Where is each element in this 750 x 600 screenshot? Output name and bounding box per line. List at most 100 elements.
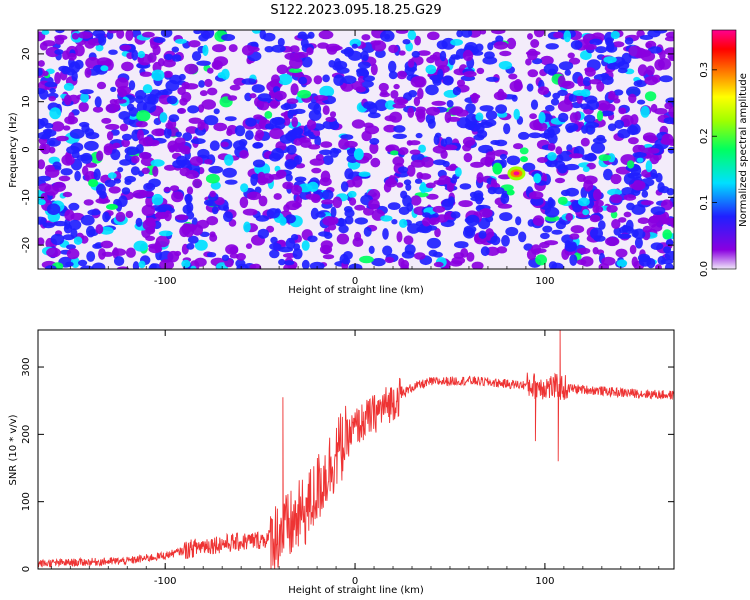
spectrogram-cell — [115, 211, 126, 222]
spectrogram-cell — [399, 218, 408, 228]
spectrogram-cell — [595, 46, 608, 54]
spectrogram-cell — [169, 185, 180, 192]
spectrogram-cell — [132, 189, 147, 199]
spectrogram-cell — [80, 152, 93, 164]
spectrogram-cell — [286, 144, 297, 155]
spectrogram-cell — [666, 139, 674, 146]
spectrogram-cell — [115, 199, 123, 212]
spectrogram-cell — [68, 202, 80, 211]
spectrogram-cell — [428, 217, 440, 225]
spectrogram-cell — [463, 225, 477, 234]
spectrogram-cell — [185, 170, 199, 179]
spectrogram-cell — [194, 257, 207, 267]
spectrogram-cell — [485, 76, 499, 82]
spectrogram-y-tick-label: -20 — [21, 237, 32, 253]
snr-x-tick-label: 0 — [352, 576, 358, 587]
spectrogram-cell — [292, 248, 303, 260]
spectrogram-cell — [242, 208, 258, 216]
spectrogram-cell — [315, 153, 324, 161]
spectrogram-cell — [567, 52, 575, 59]
spectrogram-cell — [478, 144, 494, 154]
spectrogram-cell — [258, 195, 268, 207]
spectrogram-cell — [645, 42, 652, 48]
spectrogram-cell — [433, 261, 444, 268]
spectrogram-cell — [68, 112, 75, 124]
spectrogram-cell — [187, 105, 200, 114]
spectrogram-cell — [211, 60, 223, 70]
snr-y-ticks: 0 100 200 300 — [21, 357, 674, 572]
spectrogram-cell — [322, 216, 336, 226]
spectrogram-cell — [607, 153, 616, 163]
spectrogram-cell — [142, 101, 157, 114]
spectrogram-cell — [269, 249, 280, 259]
spectrogram-cell — [407, 223, 421, 234]
spectrogram-cell — [234, 125, 246, 137]
spectrogram-cell — [415, 108, 426, 119]
spectrogram-cell — [330, 206, 337, 218]
spectrogram-cell — [392, 156, 405, 166]
spectrogram-cell — [547, 152, 557, 161]
spectrogram-cell — [277, 73, 293, 86]
spectrogram-cell — [605, 236, 620, 247]
spectrogram-cell — [640, 200, 654, 206]
spectrogram-cell — [493, 187, 505, 195]
spectrogram-cell — [46, 247, 61, 258]
spectrogram-cell — [623, 173, 636, 185]
spectrogram-cell — [83, 199, 94, 206]
spectrogram-cell — [207, 67, 214, 74]
spectrogram-cell — [239, 196, 249, 208]
spectrogram-cell — [371, 258, 386, 267]
spectrogram-cell — [151, 193, 164, 206]
spectrogram-cell — [86, 251, 96, 262]
spectrogram-cell — [425, 84, 439, 96]
spectrogram-cell — [44, 81, 58, 88]
spectrogram-cell — [229, 84, 241, 91]
spectrogram-cell — [558, 112, 569, 123]
spectrogram-cell — [414, 252, 426, 260]
spectrogram-cell — [631, 256, 638, 268]
spectrogram-cell — [42, 70, 49, 77]
spectrogram-cell — [322, 105, 330, 115]
spectrogram-cell — [333, 58, 342, 70]
spectrogram-cell — [426, 193, 439, 200]
spectrogram-cell — [79, 89, 94, 95]
spectrogram-cell — [187, 235, 199, 244]
spectrogram-cell — [168, 114, 180, 122]
spectrogram-cell — [667, 53, 674, 60]
spectrogram-cell — [664, 251, 674, 261]
spectrogram-cell — [471, 261, 484, 269]
spectrogram-cell — [251, 84, 265, 93]
spectrogram-cell — [503, 123, 511, 135]
spectrogram-cell — [518, 131, 530, 140]
spectrogram-cell — [358, 171, 371, 177]
spectrogram-cell — [500, 193, 510, 204]
spectrogram-cell — [54, 34, 68, 41]
spectrogram-cell — [547, 143, 556, 151]
spectrogram-cell — [224, 154, 234, 166]
spectrogram-cell — [369, 138, 380, 145]
spectrogram-cell — [160, 30, 173, 38]
spectrogram-cell — [529, 113, 537, 120]
spectrogram-cell — [321, 189, 334, 200]
spectrogram-cell — [255, 215, 270, 222]
spectrogram-cell — [297, 89, 312, 99]
spectrogram-cell — [347, 190, 357, 198]
spectrogram-cell — [233, 140, 246, 151]
spectrogram-cell — [313, 75, 323, 85]
spectrogram-cell — [351, 119, 365, 129]
spectrogram-cell — [465, 113, 478, 126]
spectrogram-cell — [526, 83, 534, 92]
spectrogram-cell — [664, 36, 674, 42]
spectrogram-cell — [38, 60, 45, 67]
spectrogram-cell — [73, 236, 83, 245]
spectrogram-cell — [142, 31, 155, 38]
spectrogram-cell — [291, 234, 299, 241]
spectrogram-cell — [128, 80, 136, 91]
spectrogram-cell — [198, 34, 209, 42]
spectrogram-cell — [499, 50, 512, 57]
spectrogram-cell — [92, 106, 104, 113]
spectrogram-cell — [98, 34, 107, 46]
spectrogram-cell — [384, 256, 395, 264]
spectrogram-cell — [308, 144, 321, 150]
spectrogram-cell — [193, 30, 202, 35]
